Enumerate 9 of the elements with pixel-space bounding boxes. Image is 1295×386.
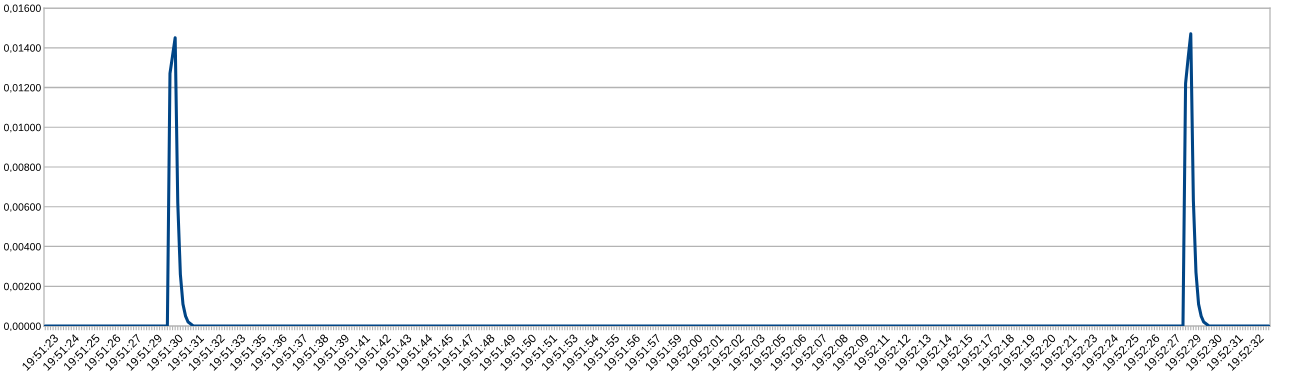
y-tick-label: 0,01400 (3, 44, 41, 53)
y-tick-label: 0,00800 (3, 163, 41, 173)
y-tick-label: 0,00000 (3, 322, 41, 332)
y-tick-label: 0,01600 (3, 4, 41, 14)
y-tick-label: 0,00600 (3, 203, 41, 212)
y-tick-label: 0,01200 (3, 84, 41, 93)
y-tick-label: 0,01000 (3, 123, 41, 133)
y-tick-label: 0,00200 (3, 282, 41, 292)
y-tick-label: 0,00400 (3, 243, 41, 252)
